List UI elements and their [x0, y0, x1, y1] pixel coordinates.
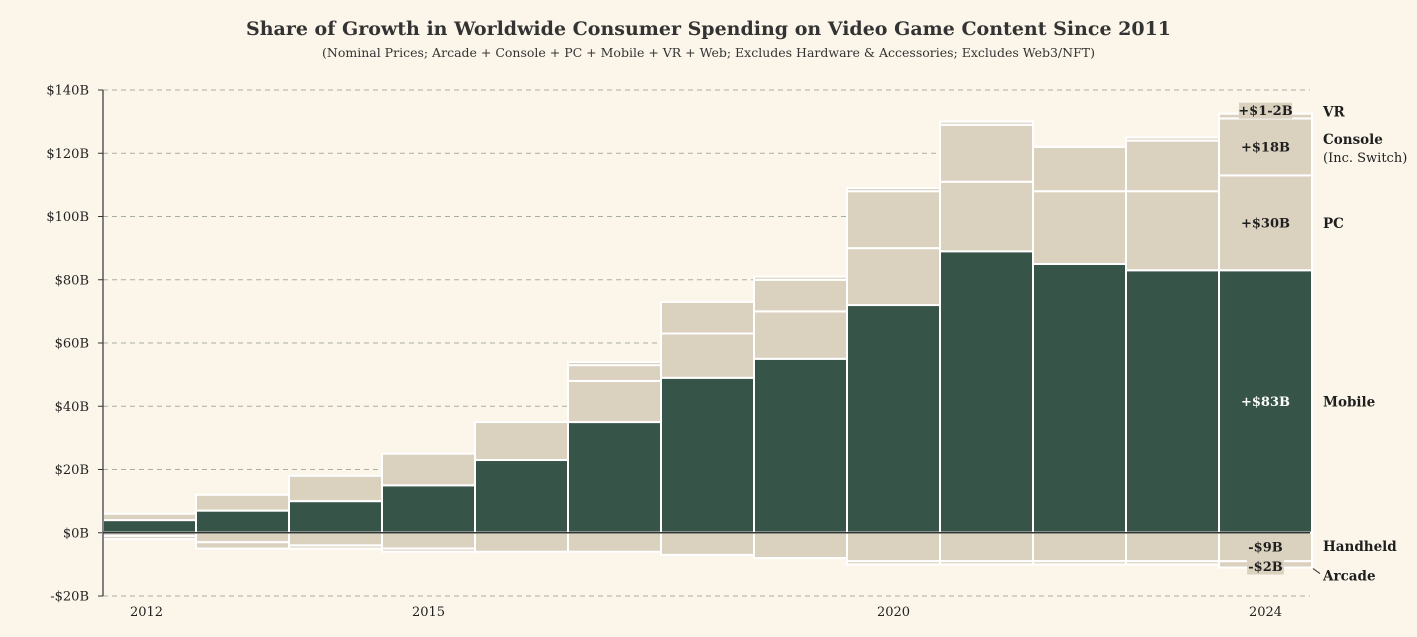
- bar-mobile: [939, 250, 1034, 534]
- series-label-mobile: Mobile: [1323, 395, 1375, 411]
- bar-mobile: [102, 519, 197, 534]
- y-tick-label: -$20B: [50, 590, 89, 605]
- x-tick-label: 2015: [412, 605, 445, 620]
- bar-pc: [660, 332, 755, 379]
- y-tick-label: $40B: [55, 400, 89, 415]
- value-label-mobile: +$83B: [1241, 395, 1290, 410]
- bar-handheld: [474, 531, 569, 553]
- bar-mobile: [1125, 269, 1220, 534]
- bar-mobile: [1218, 269, 1313, 534]
- bar-arcade: [1125, 560, 1220, 566]
- bar-vr: [939, 120, 1034, 126]
- series-label-vr: VR: [1322, 105, 1345, 121]
- bar-console: [753, 278, 848, 313]
- y-tick-label: $60B: [55, 337, 89, 352]
- bar-mobile: [288, 500, 383, 534]
- bar-handheld: [1032, 531, 1127, 563]
- annotation-bg: [1247, 538, 1284, 555]
- bar-pc: [1125, 190, 1220, 272]
- bar-handheld: [846, 531, 941, 563]
- bar-pc: [567, 379, 662, 424]
- y-tick-label: $140B: [46, 84, 89, 99]
- y-tick-label: $100B: [46, 210, 89, 225]
- bar-pc: [102, 512, 197, 522]
- bar-mobile: [660, 376, 755, 534]
- bar-mobile: [846, 304, 941, 534]
- y-tick-label: $120B: [46, 147, 89, 162]
- bar-console: [939, 123, 1034, 183]
- value-label-vr: +$1-2B: [1238, 104, 1292, 119]
- bar-arcade: [288, 544, 383, 550]
- bar-console: [1032, 145, 1127, 193]
- bar-mobile: [567, 421, 662, 534]
- bar-handheld: [753, 531, 848, 560]
- value-label-console: +$18B: [1241, 140, 1290, 155]
- bar-pc: [1218, 174, 1313, 272]
- bar-pc: [195, 493, 290, 512]
- bar-handheld: [381, 531, 476, 550]
- bar-handheld: [195, 531, 290, 544]
- annotation-bg: [1247, 558, 1284, 575]
- bar-arcade: [381, 547, 476, 553]
- bar-vr: [753, 275, 848, 281]
- bar-pc: [846, 247, 941, 307]
- chart-title: Share of Growth in Worldwide Consumer Sp…: [245, 18, 1172, 40]
- bar-arcade: [102, 534, 197, 541]
- y-tick-label: $80B: [55, 273, 89, 288]
- x-tick-label: 2024: [1249, 605, 1282, 620]
- bar-handheld: [1125, 531, 1220, 563]
- bar-mobile: [1032, 262, 1127, 534]
- bar-mobile: [381, 484, 476, 534]
- x-tick-label: 2020: [877, 605, 910, 620]
- bar-arcade: [846, 560, 941, 566]
- bar-pc: [381, 452, 476, 487]
- bar-console: [1125, 139, 1220, 193]
- bar-vr: [846, 187, 941, 193]
- bar-arcade: [1032, 560, 1127, 566]
- bar-handheld: [567, 531, 662, 553]
- bar-handheld: [660, 531, 755, 556]
- series-label-arcade: Arcade: [1322, 569, 1376, 585]
- y-tick-label: $20B: [55, 463, 89, 478]
- bar-vr: [1125, 136, 1220, 142]
- bar-pc: [1032, 190, 1127, 265]
- bar-console: [567, 364, 662, 382]
- bar-console: [846, 190, 941, 250]
- bar-handheld: [288, 531, 383, 547]
- series-label-handheld: Handheld: [1323, 539, 1397, 555]
- bar-handheld: [939, 531, 1034, 563]
- bar-mobile: [474, 459, 569, 534]
- series-label-console: Console: [1323, 132, 1383, 148]
- y-tick-label: $0B: [63, 526, 89, 541]
- value-label-arcade: -$2B: [1248, 560, 1282, 575]
- arcade-leader-line: [1312, 568, 1321, 574]
- bar-pc: [288, 474, 383, 503]
- bar-pc: [939, 180, 1034, 253]
- value-label-handheld: -$9B: [1248, 540, 1282, 555]
- x-tick-label: 2012: [130, 605, 163, 620]
- value-label-pc: +$30B: [1241, 216, 1290, 231]
- bar-arcade: [195, 541, 290, 550]
- bar-console: [660, 300, 755, 335]
- bar-mobile: [753, 357, 848, 534]
- bar-vr: [567, 360, 662, 367]
- bar-console: [1218, 117, 1313, 177]
- annotation-bg: [1238, 102, 1293, 119]
- chart-subtitle: (Nominal Prices; Arcade + Console + PC +…: [322, 45, 1095, 60]
- bar-pc: [753, 310, 848, 360]
- series-sublabel-console: (Inc. Switch): [1323, 151, 1407, 166]
- bar-mobile: [195, 509, 290, 534]
- bar-pc: [474, 421, 569, 462]
- bar-arcade: [939, 560, 1034, 566]
- series-label-pc: PC: [1323, 216, 1344, 232]
